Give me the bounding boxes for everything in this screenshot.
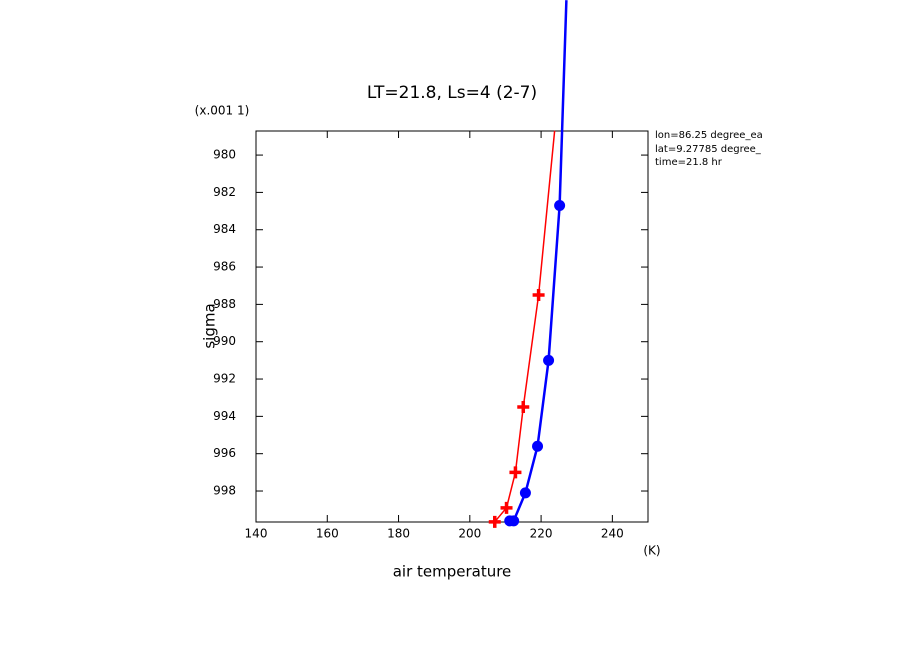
series-line xyxy=(494,130,556,523)
point xyxy=(504,515,516,527)
point xyxy=(543,354,555,366)
point xyxy=(488,515,501,528)
x-tick-label: 220 xyxy=(530,527,553,541)
point xyxy=(554,199,566,211)
y-tick-label: 980 xyxy=(213,148,236,162)
x-tick-label: 160 xyxy=(316,527,339,541)
annotation: lat=9.27785 degree_ xyxy=(655,144,762,155)
y-tick-label: 986 xyxy=(213,260,236,274)
y-axis-label: sigma xyxy=(201,303,219,348)
point xyxy=(509,466,522,479)
y-tick-label: 988 xyxy=(213,297,236,311)
point xyxy=(519,487,531,499)
x-axis-label: air temperature xyxy=(393,563,512,581)
x-tick-label: 140 xyxy=(245,527,268,541)
x-tick-label: 240 xyxy=(601,527,624,541)
y-tick-label: 994 xyxy=(213,409,236,423)
y-unit-label: (x.001 1) xyxy=(195,104,250,118)
y-tick-label: 984 xyxy=(213,222,236,236)
point xyxy=(500,501,513,514)
plot-frame xyxy=(255,130,649,523)
x-tick-label: 180 xyxy=(387,527,410,541)
x-tick-label: 200 xyxy=(458,527,481,541)
x-unit-label: (K) xyxy=(643,544,660,558)
y-tick-label: 996 xyxy=(213,446,236,460)
y-tick-label: 998 xyxy=(213,484,236,498)
y-tick-label: 982 xyxy=(213,185,236,199)
chart-title: LT=21.8, Ls=4 (2-7) xyxy=(367,83,537,103)
point xyxy=(532,289,545,302)
point xyxy=(532,440,544,452)
annotation: time=21.8 hr xyxy=(655,157,723,168)
point xyxy=(517,401,530,414)
y-tick-label: 990 xyxy=(213,334,236,348)
y-tick-label: 992 xyxy=(213,372,236,386)
annotation: lon=86.25 degree_ea xyxy=(655,130,763,141)
